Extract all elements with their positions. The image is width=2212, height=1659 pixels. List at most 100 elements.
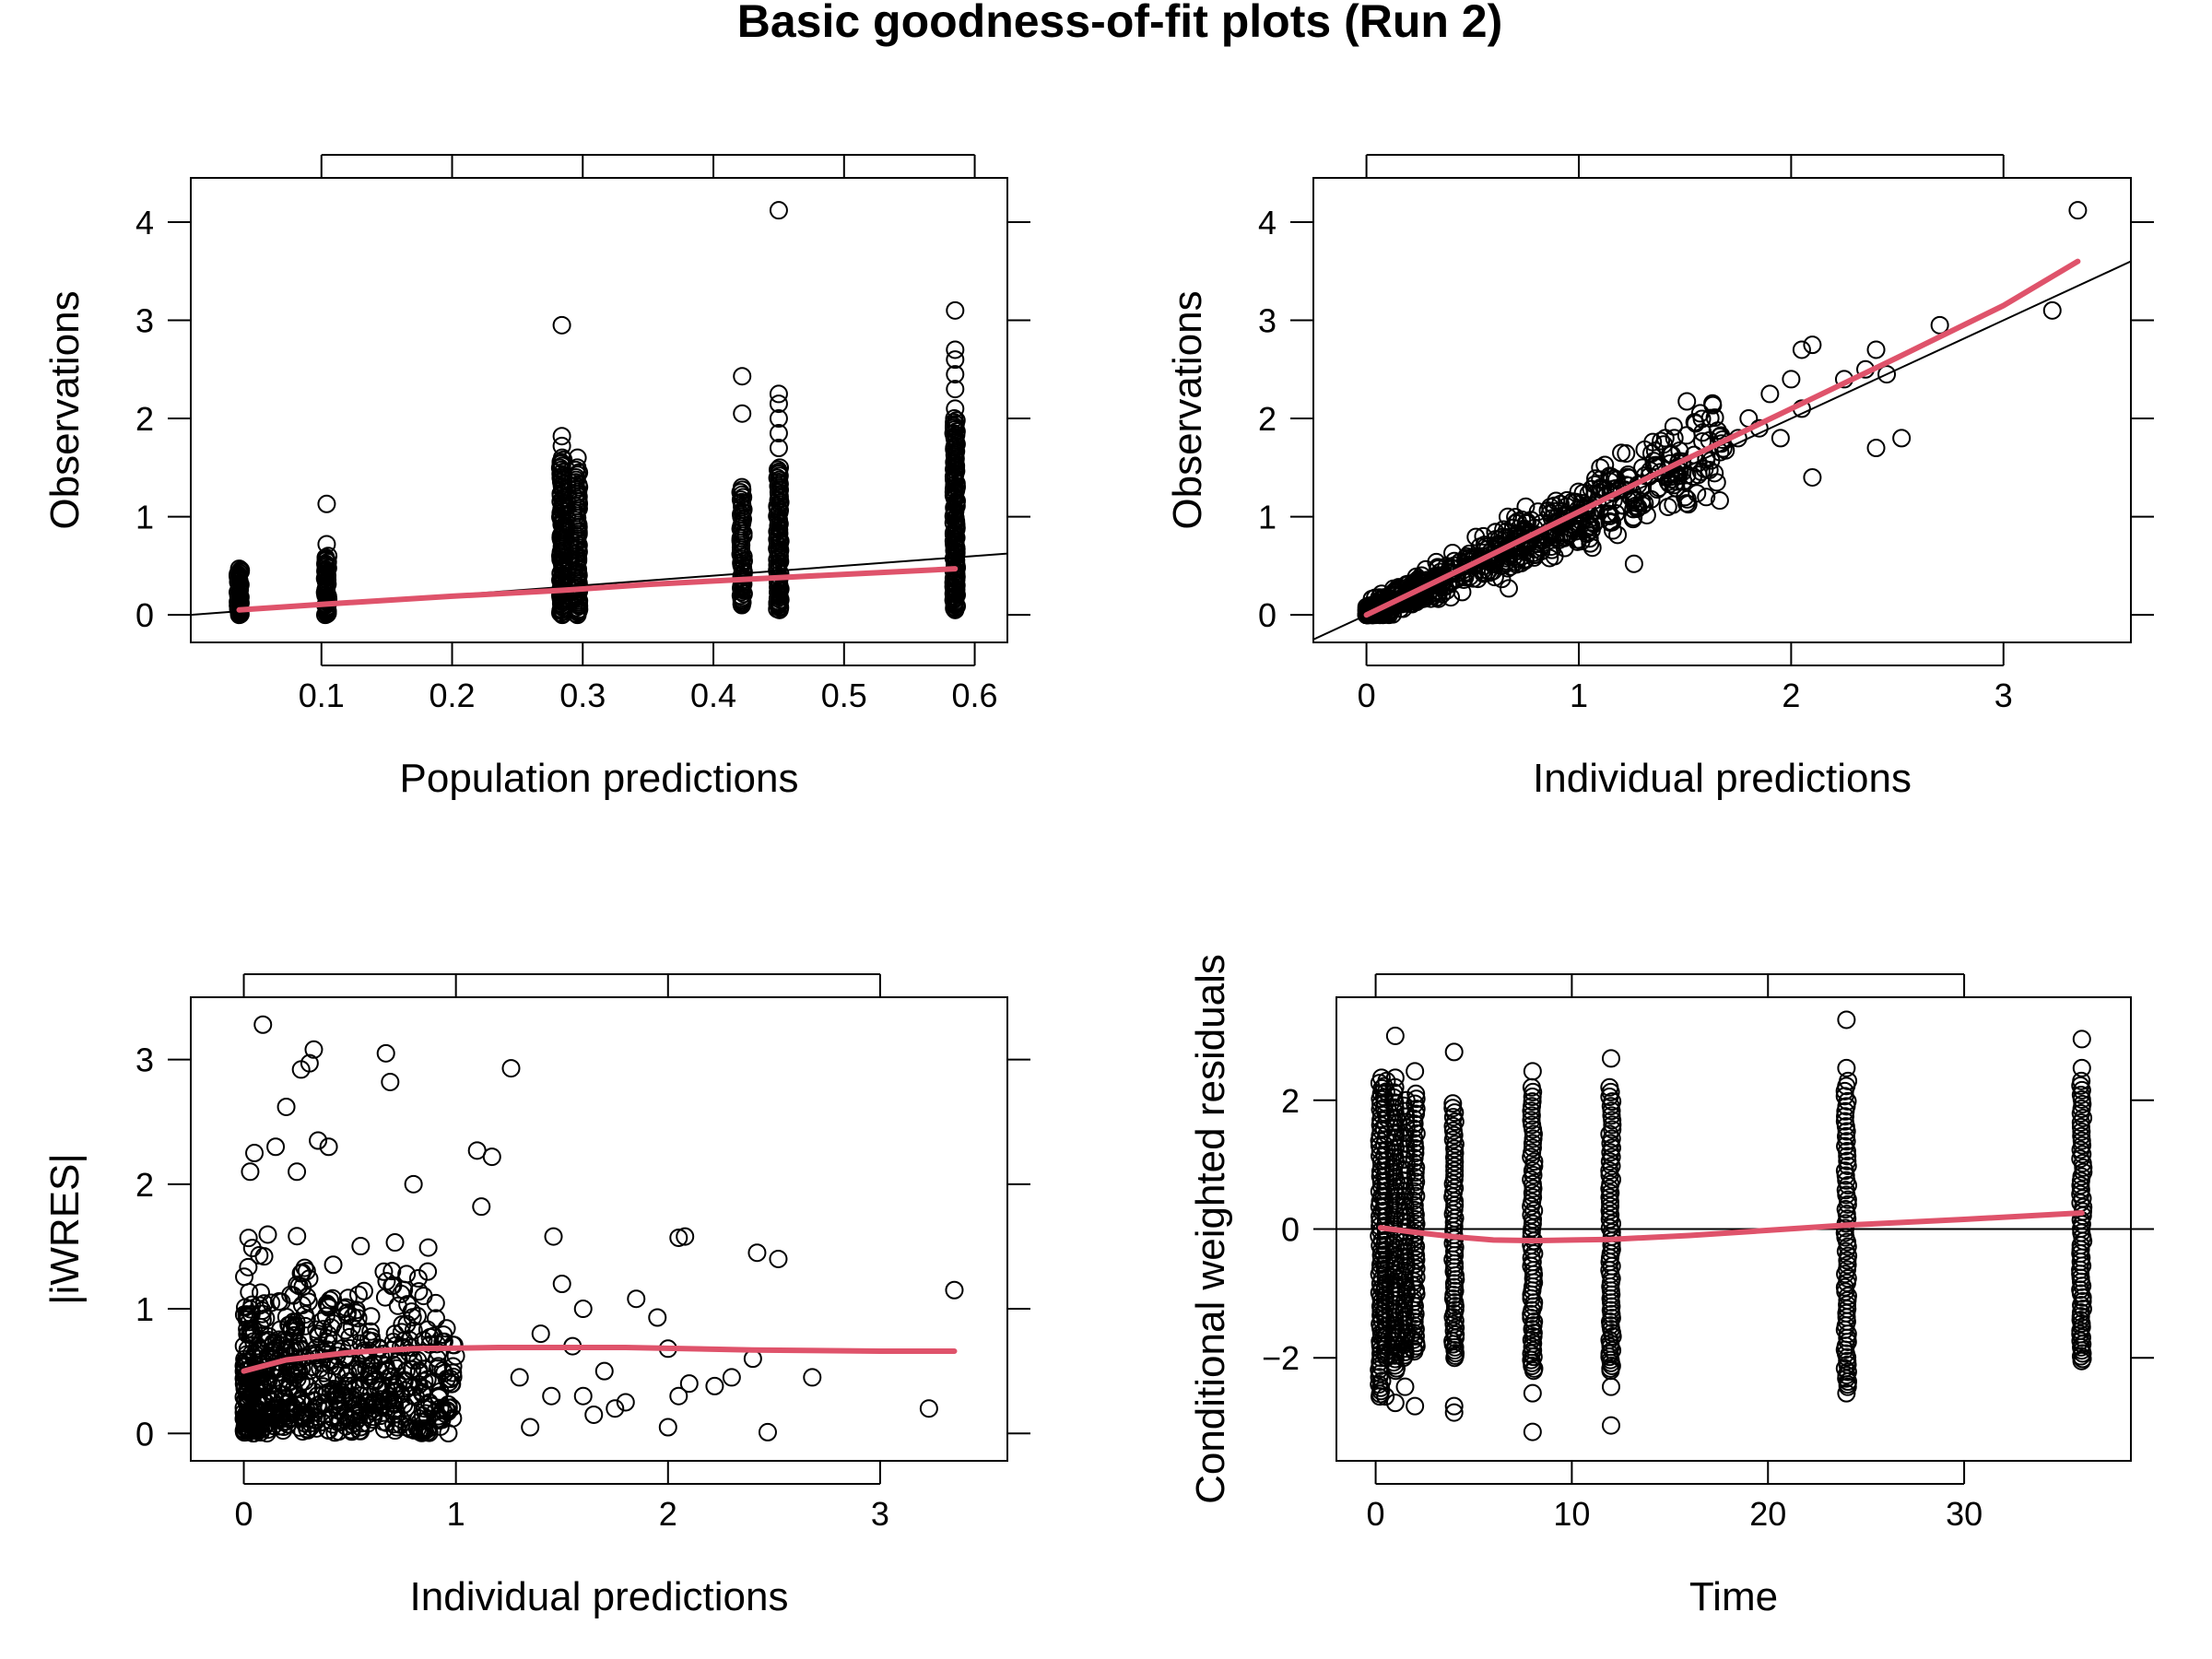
data-point [354,1281,373,1300]
plot-frame [190,177,1008,643]
x-tick-label: 0.3 [559,677,606,714]
data-point [324,1255,343,1275]
data-point [1523,1138,1542,1158]
data-point [1600,1344,1619,1363]
data-point [336,1298,356,1317]
outlier-point [568,448,587,467]
data-point [1803,467,1822,487]
data-point [376,1398,395,1418]
outlier-point [769,394,788,414]
data-point [1708,421,1727,441]
x-tick-label: 0 [1358,677,1376,714]
data-point [313,1377,333,1396]
data-point [1453,582,1472,602]
data-point [309,1324,328,1344]
data-point [336,1367,356,1386]
data-point [309,1131,328,1150]
data-point [442,1398,462,1418]
data-point [258,1225,277,1244]
data-point [648,1308,667,1327]
data-point [288,1227,307,1246]
x-tick-label: 1 [1570,677,1588,714]
data-point [2071,1347,2090,1366]
data-point [1658,497,1677,516]
data-point [1835,1107,1854,1126]
data-point [238,1306,257,1325]
data-point [566,460,585,479]
data-point [241,1324,261,1344]
data-point [732,485,751,504]
data-point [1406,1209,1425,1229]
x-tick-label: 30 [1946,1495,1983,1533]
data-point [945,409,964,429]
data-point [1603,512,1622,532]
data-point [627,1289,646,1309]
y-tick-label: 3 [135,302,154,340]
outlier-point [1385,1026,1405,1045]
data-point [1405,1264,1424,1283]
data-point [1705,408,1724,428]
data-point [364,1407,383,1427]
y-tick-label: 3 [135,1041,154,1079]
data-point [319,1350,338,1370]
data-point [1404,1330,1423,1349]
plot-area [1336,1010,2131,1441]
data-point [1838,1362,1857,1382]
data-point [1892,429,1912,448]
data-point [1838,1255,1857,1275]
data-point [705,1376,724,1395]
x-tick-label: 0.6 [952,677,998,714]
y-axis-title: Observations [42,290,88,529]
data-point [384,1415,404,1434]
data-point [1602,1106,1621,1125]
smooth-trend-line [241,1345,958,1374]
data-point [316,1306,335,1325]
data-point [1677,392,1697,411]
outlier-point [2072,1058,2091,1077]
x-tick-label: 0.4 [690,677,736,714]
data-point [554,450,573,469]
data-point [1558,490,1577,510]
x-axis-title: Time [1689,1574,1778,1619]
x-axis-title: Population predictions [400,756,799,801]
figure-title: Basic goodness-of-fit plots (Run 2) [737,0,1503,47]
data-point [333,1339,352,1359]
data-point [245,1144,265,1163]
data-point [1575,500,1594,519]
data-point [289,1277,309,1296]
y-tick-label: 2 [1258,400,1277,438]
data-point [732,477,751,497]
y-tick-label: 0 [1281,1211,1300,1249]
x-tick-label: 0.1 [299,677,345,714]
data-point [1677,465,1697,485]
data-point [803,1368,822,1387]
data-point [1603,1120,1622,1139]
data-point [1371,1068,1391,1088]
data-point [349,1408,369,1428]
data-point [319,547,338,566]
outlier-point [769,201,788,220]
data-point [1838,1194,1857,1214]
data-point [415,1359,434,1379]
data-point [285,1315,304,1335]
data-point [542,1386,561,1406]
data-point [482,1147,501,1167]
data-point [292,1263,312,1282]
y-axis-title: Conditional weighted residuals [1188,954,1233,1504]
data-point [415,1399,434,1418]
y-tick-label: 1 [1258,499,1277,536]
data-point [1792,340,1811,359]
data-point [1633,458,1653,477]
y-tick-label: 3 [1258,302,1277,340]
data-point [1445,1165,1465,1184]
data-point [2074,1162,2093,1182]
outlier-point [946,340,965,359]
data-point [435,1404,454,1423]
data-point [1688,484,1707,503]
outlier-point [1601,1377,1620,1396]
data-point [1601,1196,1620,1216]
data-point [1603,1115,1622,1135]
data-point [348,1285,368,1304]
data-point [418,1238,438,1257]
